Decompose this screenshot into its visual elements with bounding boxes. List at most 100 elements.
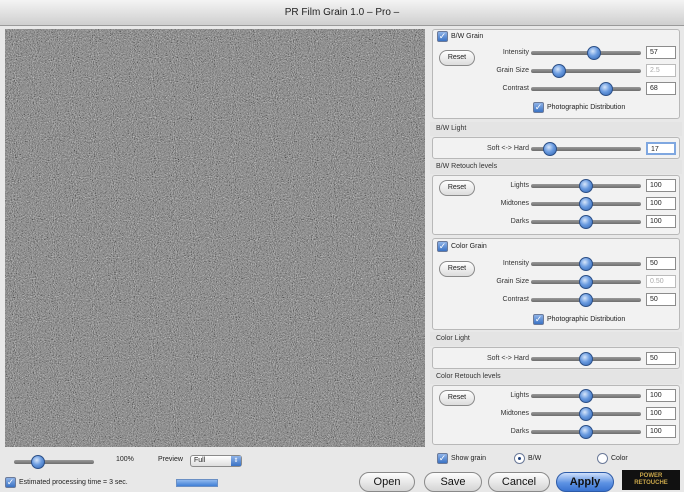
slider-thumb[interactable] [579,389,593,403]
grain-preview-image[interactable] [5,29,425,447]
bw-intensity-value[interactable]: 57 [646,46,676,59]
bw-light-slider[interactable] [531,142,641,156]
slider-thumb[interactable] [579,197,593,211]
show-grain-label: Show grain [451,455,487,463]
bw-midtones-row: Midtones 100 [433,197,681,211]
slider-thumb[interactable] [31,455,45,469]
bw-midtones-value[interactable]: 100 [646,197,676,210]
bw-midtones-slider[interactable] [531,197,641,211]
mode-bw-label: B/W [528,455,542,463]
bw-lights-label: Lights [510,182,529,189]
bw-darks-row: Darks 100 [433,215,681,229]
show-grain-checkbox[interactable]: ✓ Show grain [437,453,486,465]
bw-lights-slider[interactable] [531,179,641,193]
cancel-button[interactable]: Cancel [488,472,550,492]
slider-thumb[interactable] [579,215,593,229]
slider-thumb[interactable] [579,352,593,366]
color-light-label: Soft <-> Hard [486,355,529,362]
processing-progress-bar [176,479,218,487]
bw-contrast-slider[interactable] [531,82,641,96]
bw-darks-label: Darks [510,218,529,225]
save-button[interactable]: Save [424,472,482,492]
mode-color-radio[interactable]: Color [597,453,628,465]
color-midtones-value[interactable]: 100 [646,407,676,420]
bw-grain-label: B/W Grain [451,33,484,41]
logo-line-2: RETOUCHE [634,480,668,486]
color-darks-value[interactable]: 100 [646,425,676,438]
color-grain-toggle[interactable]: ✓ Color Grain [437,241,487,253]
mode-color-label: Color [611,455,628,463]
estimated-time-checkbox[interactable]: ✓ Estimated processing time = 3 sec. [5,477,128,489]
bw-contrast-value[interactable]: 68 [646,82,676,95]
color-darks-slider[interactable] [531,425,641,439]
estimated-time-label: Estimated processing time = 3 sec. [19,479,128,487]
bw-darks-value[interactable]: 100 [646,215,676,228]
color-contrast-label: Contrast [502,296,529,303]
color-retouch-group: Reset Lights 100 Midtones 100 Darks 100 [432,385,680,445]
bw-intensity-label: Intensity [502,49,529,56]
bw-retouch-header: B/W Retouch levels [430,160,682,174]
bw-grain-size-row: Grain Size 2.5 [433,64,681,78]
bw-intensity-slider[interactable] [531,46,641,60]
slider-thumb[interactable] [579,275,593,289]
zoom-slider[interactable] [14,455,94,469]
apply-button[interactable]: Apply [556,472,614,492]
color-retouch-reset-button[interactable]: Reset [439,390,475,406]
checkbox-icon: ✓ [437,241,448,252]
power-retouche-logo: POWER RETOUCHE [622,470,680,490]
color-intensity-slider[interactable] [531,257,641,271]
slider-thumb[interactable] [579,179,593,193]
color-intensity-value[interactable]: 50 [646,257,676,270]
bw-retouch-reset-button[interactable]: Reset [439,180,475,196]
slider-thumb[interactable] [579,293,593,307]
bw-grain-reset-button[interactable]: Reset [439,50,475,66]
slider-thumb[interactable] [598,82,613,96]
color-intensity-label: Intensity [502,260,529,267]
color-contrast-value[interactable]: 50 [646,293,676,306]
color-grain-size-value[interactable]: 0.50 [646,275,676,288]
slider-thumb[interactable] [579,425,593,439]
color-light-value[interactable]: 50 [646,352,676,365]
color-light-slider[interactable] [531,352,641,366]
slider-thumb[interactable] [579,407,593,421]
slider-thumb[interactable] [579,257,593,271]
slider-thumb[interactable] [542,142,557,156]
preview-select[interactable]: Full ⇕ [190,455,242,467]
bw-light-row: Soft <-> Hard 17 [433,142,681,156]
bw-light-header: B/W Light [430,122,682,136]
bw-light-group: Soft <-> Hard 17 [432,137,680,159]
bw-light-value[interactable]: 17 [646,142,676,155]
slider-thumb[interactable] [551,64,566,78]
window-title: PR Film Grain 1.0 – Pro – [0,0,684,26]
dropdown-arrows-icon: ⇕ [231,456,241,466]
color-darks-label: Darks [510,428,529,435]
preview-label: Preview [158,456,183,463]
bw-grain-size-label: Grain Size [496,67,529,74]
bw-photographic-distribution-checkbox[interactable]: ✓ Photographic Distribution [533,102,625,114]
preview-selected-value: Full [194,457,206,464]
color-midtones-slider[interactable] [531,407,641,421]
mode-bw-radio[interactable]: B/W [514,453,541,465]
color-grain-size-slider[interactable] [531,275,641,289]
logo-line-1: POWER [639,473,663,479]
color-retouch-header: Color Retouch levels [430,370,682,384]
bw-photographic-label: Photographic Distribution [547,104,626,112]
color-photographic-distribution-checkbox[interactable]: ✓ Photographic Distribution [533,314,625,326]
color-contrast-slider[interactable] [531,293,641,307]
bw-midtones-label: Midtones [500,200,529,207]
open-button[interactable]: Open [359,472,415,492]
color-contrast-row: Contrast 50 [433,293,681,307]
bw-darks-slider[interactable] [531,215,641,229]
color-darks-row: Darks 100 [433,425,681,439]
bw-grain-toggle[interactable]: ✓ B/W Grain [437,31,483,43]
checkbox-icon: ✓ [437,453,448,464]
color-grain-reset-button[interactable]: Reset [439,261,475,277]
bw-grain-size-value[interactable]: 2.5 [646,64,676,77]
bw-grain-size-slider[interactable] [531,64,641,78]
slider-thumb[interactable] [586,46,601,60]
color-lights-slider[interactable] [531,389,641,403]
checkbox-icon: ✓ [533,314,544,325]
checkbox-icon: ✓ [437,31,448,42]
bw-lights-value[interactable]: 100 [646,179,676,192]
color-lights-value[interactable]: 100 [646,389,676,402]
